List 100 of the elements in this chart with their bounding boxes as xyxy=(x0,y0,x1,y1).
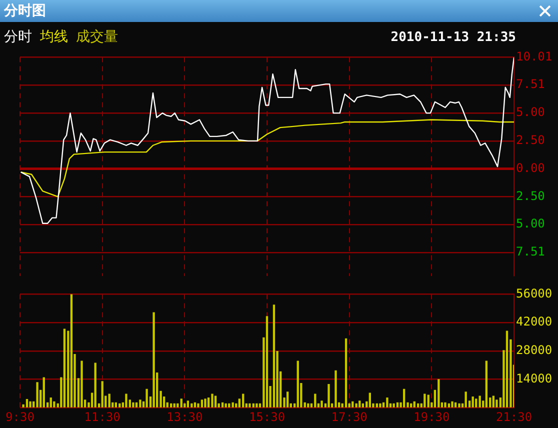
x-tick-label: 17:30 xyxy=(331,410,368,424)
text: 成交量 xyxy=(76,29,118,45)
text: 2010-11-13 21:35 xyxy=(390,30,516,45)
text: 分时 xyxy=(4,29,32,45)
bar xyxy=(424,394,426,408)
bar xyxy=(403,388,406,408)
y-tick-label: 0.00 xyxy=(516,160,545,175)
bar xyxy=(478,396,481,408)
bar xyxy=(221,402,224,408)
bar xyxy=(451,401,454,408)
bar xyxy=(207,398,210,408)
y-tick-label: 7.51 xyxy=(516,77,545,92)
y-tick-label: 2.50 xyxy=(516,133,545,148)
x-tick-label: 19:30 xyxy=(414,410,450,424)
bar xyxy=(379,403,382,408)
bar xyxy=(413,401,416,408)
bar xyxy=(94,362,96,408)
bar xyxy=(29,401,32,408)
bar xyxy=(232,402,234,408)
bar xyxy=(50,398,52,408)
y-tick-label: 10.01 xyxy=(516,49,552,64)
bar xyxy=(438,379,440,408)
bar xyxy=(135,402,138,408)
bar xyxy=(252,403,254,408)
bar xyxy=(190,403,193,408)
bar xyxy=(118,403,121,408)
bar xyxy=(427,394,430,408)
bar xyxy=(506,330,508,408)
bar xyxy=(344,338,348,408)
bar xyxy=(376,403,378,408)
bar xyxy=(176,403,179,408)
x-tick-label: 21:30 xyxy=(496,410,532,424)
bar xyxy=(242,394,244,408)
x-tick-label: 13:30 xyxy=(166,410,203,424)
chart-title: 分时图 xyxy=(4,2,46,20)
bar xyxy=(352,401,354,408)
bar xyxy=(139,400,142,408)
bar xyxy=(186,400,190,408)
bar xyxy=(454,402,457,408)
bar xyxy=(362,403,364,408)
bar xyxy=(475,398,478,408)
y-tick-label: 42000 xyxy=(516,314,552,329)
bar xyxy=(197,403,200,408)
bar xyxy=(492,396,494,408)
bar xyxy=(444,402,446,408)
bar xyxy=(410,403,412,408)
bar xyxy=(204,398,206,408)
y-tick-label: 2.50 xyxy=(516,188,545,203)
bar xyxy=(125,394,128,408)
bar xyxy=(53,401,56,408)
x-tick-label: 11:30 xyxy=(84,410,120,424)
bar xyxy=(464,392,467,408)
bar xyxy=(334,370,337,408)
bar xyxy=(355,403,358,408)
bar xyxy=(304,402,306,408)
bar xyxy=(26,398,28,408)
bar xyxy=(314,394,316,408)
bar xyxy=(152,312,155,408)
y-tick-label: 28000 xyxy=(516,343,552,358)
bar xyxy=(358,400,361,408)
bar xyxy=(146,388,148,408)
bar xyxy=(368,392,371,408)
bar xyxy=(448,403,450,408)
bar xyxy=(170,403,172,408)
bar xyxy=(496,400,498,408)
bar xyxy=(63,328,66,408)
bar xyxy=(396,402,399,408)
bar xyxy=(180,398,182,408)
y-tick-label: 7.51 xyxy=(516,244,545,259)
bar xyxy=(485,360,488,408)
bar xyxy=(286,392,289,408)
bar xyxy=(224,403,227,408)
bar xyxy=(132,402,134,408)
bar xyxy=(320,400,323,408)
bar xyxy=(173,403,176,408)
text: 均线 xyxy=(40,29,68,45)
bar xyxy=(386,398,388,408)
bar xyxy=(36,382,38,408)
bar xyxy=(200,400,204,408)
bar xyxy=(211,394,214,408)
bar xyxy=(256,403,258,408)
bar xyxy=(472,396,474,408)
bar xyxy=(307,403,310,408)
x-tick-label: 9:30 xyxy=(6,410,34,424)
bar xyxy=(114,402,117,408)
x-tick-label: 15:30 xyxy=(248,410,286,424)
y-tick-label: 14000 xyxy=(516,371,552,386)
bar xyxy=(228,403,230,408)
bar xyxy=(417,403,420,408)
y-tick-label: 5.00 xyxy=(516,216,545,231)
bar xyxy=(392,403,395,408)
bar xyxy=(80,360,83,408)
bar xyxy=(248,403,251,408)
bar xyxy=(266,316,268,408)
bar xyxy=(70,294,73,408)
bar xyxy=(194,402,196,408)
bar xyxy=(101,381,104,408)
bar xyxy=(296,360,299,408)
y-tick-label: 56000 xyxy=(516,286,552,300)
bar xyxy=(458,403,460,408)
